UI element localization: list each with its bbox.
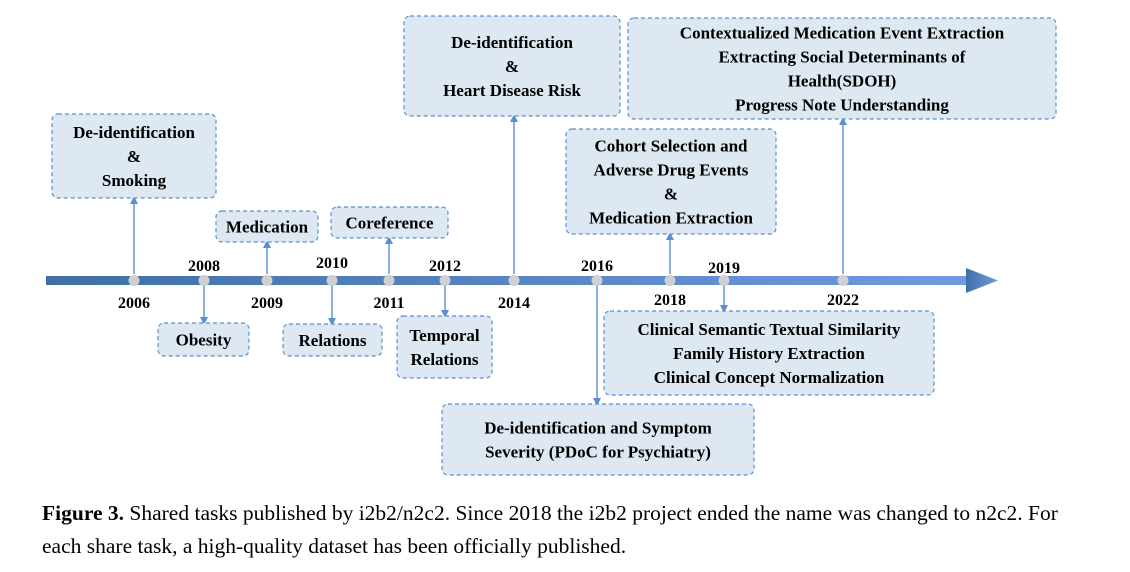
year-marker-dot — [591, 275, 603, 286]
year-label-2010: 2010 — [316, 255, 348, 272]
year-label-2009: 2009 — [251, 295, 283, 312]
caption-label: Figure 3. — [42, 501, 125, 525]
year-label-2008: 2008 — [188, 258, 220, 275]
year-marker-dot — [837, 275, 849, 286]
task-box-line: Family History Extraction — [673, 344, 865, 363]
task-box-line: Smoking — [102, 171, 167, 190]
task-box-frame — [330, 206, 449, 239]
task-box-line: Obesity — [176, 331, 232, 350]
year-label-2019: 2019 — [708, 260, 740, 277]
caption-text: Shared tasks published by i2b2/n2c2. Sin… — [42, 501, 1058, 558]
timeline-diagram: 2006 2008 2009 2010 2011 2012 2014 2016 2018 2019… — [46, 15, 1057, 476]
task-box-line: Contextualized Medication Event Extracti… — [680, 24, 1005, 43]
task-box-line: Medication Extraction — [589, 209, 753, 228]
task-box-2019: Clinical Semantic Textual Similarity Fami… — [603, 310, 935, 396]
year-marker-dot — [439, 275, 451, 286]
task-box-line: Clinical Concept Normalization — [654, 368, 885, 387]
year-marker-dot — [326, 275, 338, 286]
task-box-line: & — [664, 185, 678, 204]
task-box-2022: Contextualized Medication Event Extracti… — [627, 17, 1057, 120]
year-label-2011: 2011 — [373, 295, 404, 312]
task-box-line: Relations — [299, 331, 367, 350]
year-label-2014: 2014 — [498, 295, 530, 312]
task-box-line: De-identification — [73, 123, 195, 142]
task-box-frame — [603, 310, 935, 396]
year-marker-dot — [128, 275, 140, 286]
year-marker-dot — [718, 275, 730, 286]
task-box-2016: De-identification and Symptom Severity (P… — [441, 403, 755, 476]
task-box-line: & — [127, 147, 141, 166]
task-box-frame — [396, 315, 493, 379]
task-box-line: Extracting Social Determinants of — [719, 48, 966, 67]
year-label-2012: 2012 — [429, 258, 461, 275]
task-box-2014: De-identification & Heart Disease Risk — [403, 15, 621, 117]
task-box-2009: Medication — [215, 210, 319, 243]
task-box-line: Temporal — [409, 326, 479, 345]
task-box-2018: Cohort Selection and Adverse Drug Events &… — [565, 128, 777, 235]
task-box-line: Health(SDOH) — [788, 72, 897, 91]
year-label-2018: 2018 — [654, 292, 686, 309]
task-box-frame — [627, 17, 1057, 120]
task-box-frame — [441, 403, 755, 476]
task-box-frame — [403, 15, 621, 117]
task-box-line: Clinical Semantic Textual Similarity — [637, 320, 901, 339]
task-box-2006: De-identification & Smoking — [51, 113, 217, 199]
task-box-line: Medication — [226, 218, 309, 237]
task-box-2010: Relations — [282, 323, 383, 357]
task-box-line: Relations — [411, 350, 479, 369]
task-box-line: Cohort Selection and — [595, 137, 749, 156]
figure-caption: Figure 3. Shared tasks published by i2b2… — [42, 497, 1092, 563]
task-box-2008: Obesity — [157, 322, 250, 357]
task-box-line: Heart Disease Risk — [443, 81, 581, 100]
year-marker-dot — [198, 275, 210, 286]
task-box-line: Severity (PDoC for Psychiatry) — [485, 443, 711, 462]
year-marker-dot — [508, 275, 520, 286]
task-box-line: & — [505, 57, 519, 76]
year-label-2006: 2006 — [118, 295, 150, 312]
task-box-frame — [51, 113, 217, 199]
year-label-2016: 2016 — [581, 258, 613, 275]
task-box-2012: Temporal Relations — [396, 315, 493, 379]
timeline-axis-arrowhead — [966, 268, 998, 293]
year-marker-dot — [664, 275, 676, 286]
task-box-line: De-identification — [451, 33, 573, 52]
task-box-2011: Coreference — [330, 206, 449, 239]
task-box-line: Progress Note Understanding — [735, 96, 949, 115]
task-box-frame — [157, 322, 250, 357]
year-label-2022: 2022 — [827, 292, 859, 309]
task-box-line: Coreference — [345, 214, 434, 233]
year-marker-dot — [383, 275, 395, 286]
task-box-line: De-identification and Symptom — [484, 419, 712, 438]
year-marker-dot — [261, 275, 273, 286]
task-box-line: Adverse Drug Events — [594, 161, 749, 180]
task-box-frame — [565, 128, 777, 235]
task-box-frame — [282, 323, 383, 357]
task-box-frame — [215, 210, 319, 243]
